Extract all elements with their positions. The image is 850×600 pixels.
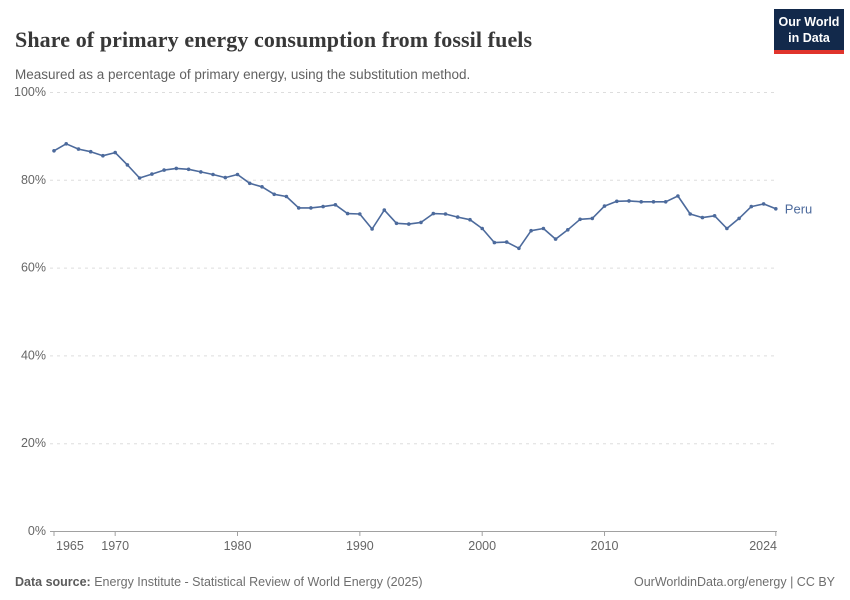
data-point-1968	[88, 149, 93, 154]
data-point-2020	[725, 226, 729, 231]
data-point-1995	[419, 220, 423, 225]
data-point-1998	[455, 215, 460, 219]
y-axis-label-0: 0%	[28, 524, 46, 538]
data-point-1986	[309, 206, 313, 210]
data-point-1970	[113, 150, 117, 155]
data-point-1983	[272, 192, 277, 197]
data-point-1982	[260, 185, 264, 189]
data-source: Data source: Energy Institute - Statisti…	[15, 575, 423, 589]
data-point-1993	[394, 221, 399, 226]
data-point-1988	[333, 203, 338, 207]
data-point-2018	[700, 215, 705, 220]
data-point-2013	[639, 200, 643, 204]
data-point-2005	[541, 226, 546, 231]
data-point-1997	[443, 212, 448, 216]
x-axis-label-2010: 2010	[591, 539, 619, 553]
data-point-2002	[504, 240, 509, 244]
y-axis-label-40: 40%	[21, 348, 46, 362]
y-axis-label-100: 100%	[14, 85, 46, 99]
data-point-2015	[663, 200, 668, 204]
y-axis-label-60: 60%	[21, 261, 46, 275]
data-point-2000	[480, 226, 485, 231]
chart-subtitle: Measured as a percentage of primary ener…	[15, 66, 471, 82]
data-point-1994	[407, 222, 411, 226]
data-point-1971	[125, 163, 130, 167]
data-point-1999	[468, 217, 472, 222]
owid-logo[interactable]: Our World in Data	[774, 9, 844, 54]
data-point-1977	[199, 170, 203, 174]
data-point-2009	[590, 216, 595, 221]
data-point-2012	[627, 199, 631, 203]
chart-title: Share of primary energy consumption from…	[15, 26, 533, 52]
x-axis-label-2000: 2000	[468, 539, 496, 553]
data-point-2023	[761, 202, 766, 206]
data-point-2010	[602, 204, 607, 208]
data-point-2008	[578, 217, 582, 222]
data-point-2021	[737, 216, 741, 221]
data-point-2024	[774, 207, 778, 211]
data-point-1979	[223, 175, 228, 180]
x-axis-label-1990: 1990	[346, 539, 374, 553]
data-point-1966	[64, 142, 68, 146]
data-point-1985	[296, 206, 301, 210]
data-source-text: Energy Institute - Statistical Review of…	[90, 575, 423, 589]
owid-credit-link[interactable]: OurWorldinData.org/energy | CC BY	[633, 575, 835, 589]
data-point-1996	[431, 211, 436, 216]
y-axis-label-80: 80%	[21, 173, 46, 187]
data-point-2017	[688, 212, 692, 216]
x-axis-label-2024: 2024	[749, 539, 777, 553]
data-point-1978	[211, 172, 215, 177]
data-point-2022	[749, 204, 754, 209]
data-point-1980	[235, 172, 240, 177]
owid-logo-line2: in Data	[788, 31, 830, 45]
data-point-1976	[186, 167, 191, 172]
data-point-1969	[101, 153, 105, 158]
data-point-1975	[174, 166, 179, 171]
data-point-2011	[615, 199, 619, 204]
data-point-1992	[382, 208, 387, 212]
y-axis-label-20: 20%	[21, 436, 46, 450]
data-point-2014	[651, 200, 656, 204]
data-point-1967	[76, 147, 81, 151]
data-point-2004	[529, 228, 533, 233]
data-point-1987	[321, 204, 325, 209]
data-point-2007	[566, 228, 570, 232]
data-point-1989	[345, 211, 350, 216]
x-axis-label-1970: 1970	[101, 539, 129, 553]
chart-footer: Data source: Energy Institute - Statisti…	[15, 575, 835, 589]
data-point-1991	[370, 227, 374, 231]
data-point-2003	[517, 246, 521, 251]
owid-logo-line1: Our World	[778, 15, 840, 29]
data-point-1973	[150, 172, 154, 176]
x-axis-label-1965: 1965	[56, 539, 84, 553]
data-point-1972	[137, 176, 142, 180]
data-point-2006	[553, 237, 558, 241]
data-point-2016	[676, 194, 680, 198]
data-point-1974	[162, 168, 166, 172]
series-line-peru	[53, 143, 777, 250]
series-label-peru: Peru	[785, 201, 812, 216]
x-axis-label-1980: 1980	[224, 539, 252, 553]
data-point-2019	[712, 214, 717, 218]
data-point-1990	[358, 212, 362, 216]
data-point-1981	[247, 181, 252, 186]
data-point-1984	[284, 194, 289, 199]
data-point-2001	[492, 240, 497, 245]
data-point-1965	[52, 149, 56, 153]
data-source-label: Data source:	[15, 575, 91, 589]
